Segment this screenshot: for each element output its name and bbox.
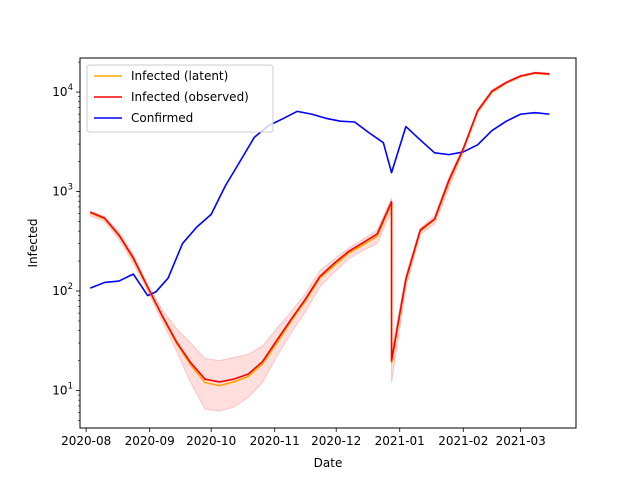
legend: Infected (latent) Infected (observed) Conf… xyxy=(86,64,274,133)
x-tick-label: 2021-03 xyxy=(496,434,546,448)
y-tick-label: 104 xyxy=(52,83,73,99)
x-tick-label: 2021-02 xyxy=(438,434,488,448)
legend-box xyxy=(86,64,274,133)
legend-label-infected-latent: Infected (latent) xyxy=(131,69,228,83)
legend-label-infected-observed: Infected (observed) xyxy=(131,90,249,104)
legend-label-confirmed: Confirmed xyxy=(131,111,193,125)
y-tick-label: 101 xyxy=(52,382,73,398)
confidence-band xyxy=(89,71,550,412)
series-line-confirmed xyxy=(89,110,550,297)
y-tick-label: 103 xyxy=(52,183,73,199)
y-tick-label: 102 xyxy=(52,282,73,298)
x-axis-label: Date xyxy=(314,456,343,470)
plot-area xyxy=(89,71,550,412)
x-tick-label: 2021-01 xyxy=(375,434,425,448)
x-tick-label: 2020-12 xyxy=(311,434,361,448)
legend-entries: Infected (latent) Infected (observed) Conf… xyxy=(94,69,249,125)
y-axis: 101 102 103 104 xyxy=(52,61,80,421)
x-tick-label: 2020-11 xyxy=(250,434,300,448)
x-tick-label: 2020-09 xyxy=(125,434,175,448)
series-line-infected-observed xyxy=(89,72,550,383)
x-tick-label: 2020-10 xyxy=(186,434,236,448)
axes-frame xyxy=(79,57,577,429)
x-tick-label: 2020-08 xyxy=(61,434,111,448)
x-axis: 2020-08 2020-09 2020-10 2020-11 2020-12 2021-… xyxy=(61,428,546,448)
y-axis-label: Infected xyxy=(26,218,40,267)
